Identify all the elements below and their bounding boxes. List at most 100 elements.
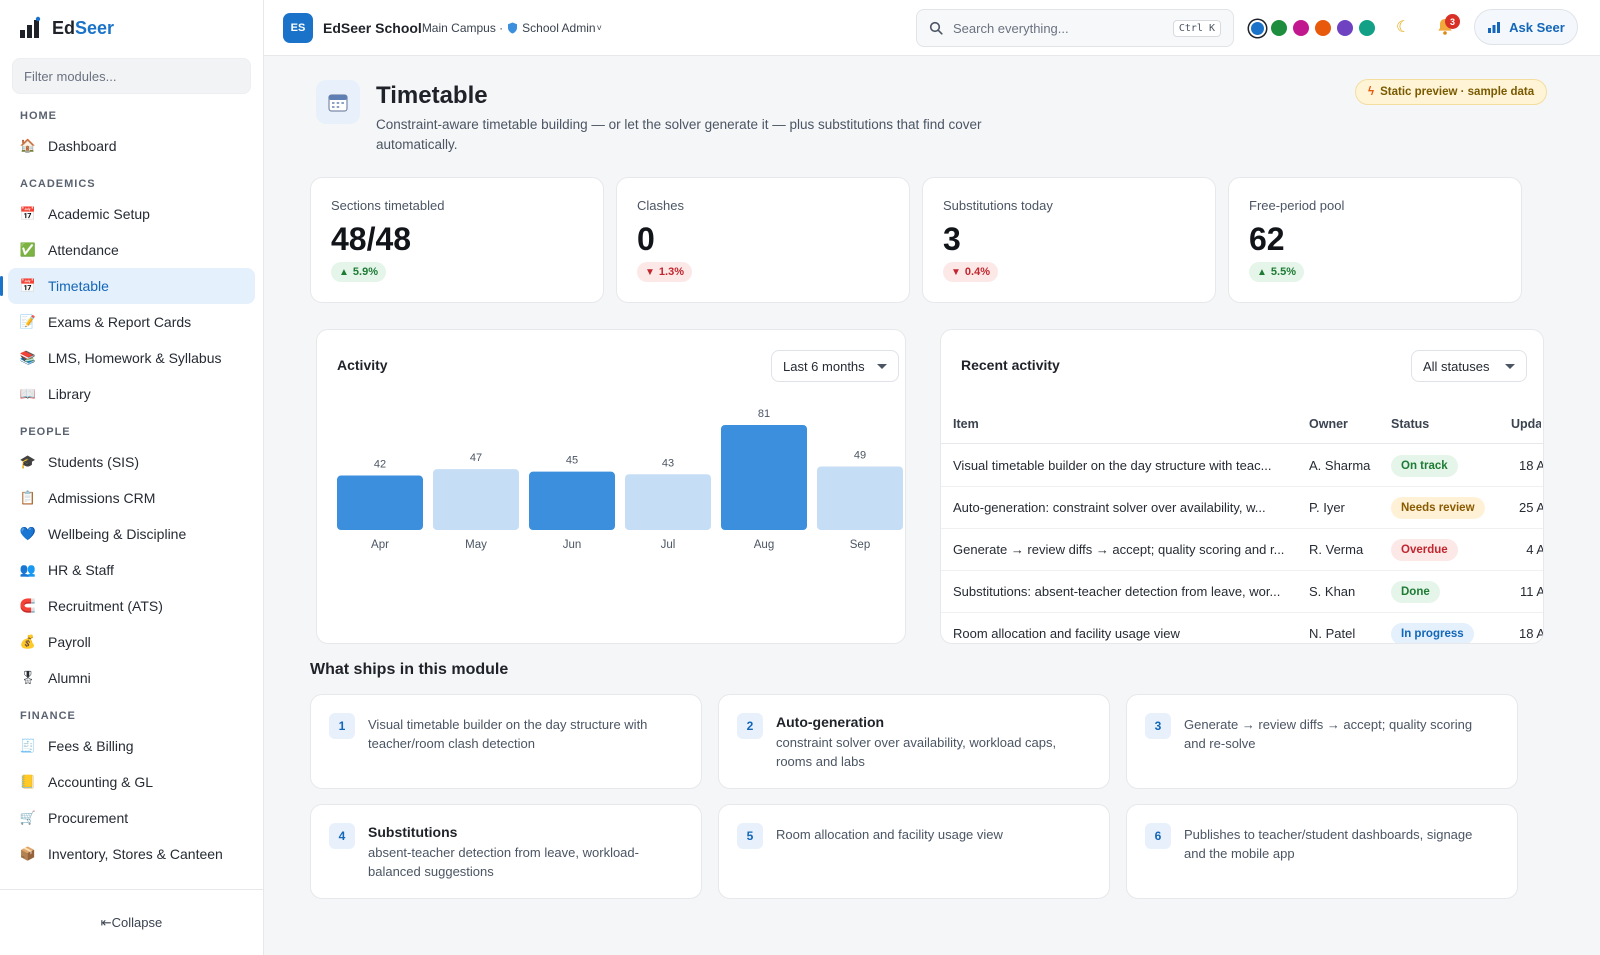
sidebar-item-academic-setup[interactable]: 📅 Academic Setup (8, 196, 255, 232)
sidebar-item-students-sis[interactable]: 🎓 Students (SIS) (8, 444, 255, 480)
theme-swatch[interactable] (1271, 20, 1287, 36)
spark-icon (1488, 22, 1501, 33)
row-owner: A. Sharma (1309, 458, 1371, 473)
table-row[interactable]: Room allocation and facility usage view N… (941, 613, 1543, 643)
sidebar-item-accounting-gl[interactable]: 📒 Accounting & GL (8, 764, 255, 800)
sidebar-item-label: Library (48, 386, 91, 402)
sidebar-item-recruitment-ats[interactable]: 🧲 Recruitment (ATS) (8, 588, 255, 624)
bar-value-label: 45 (566, 455, 578, 467)
bar-jul[interactable] (625, 474, 711, 530)
sidebar-item-hr-staff[interactable]: 👥 HR & Staff (8, 552, 255, 588)
school-meta[interactable]: Main Campus · School Admin ˅ (422, 21, 602, 35)
sidebar-item-label: Wellbeing & Discipline (48, 526, 187, 542)
feature-number: 6 (1145, 823, 1171, 849)
row-item: Generate → review diffs → accept; qualit… (953, 542, 1285, 557)
col-item[interactable]: Item (953, 417, 979, 431)
theme-swatch[interactable] (1337, 20, 1353, 36)
search-icon (929, 21, 943, 35)
sidebar-item-inventory-stores-canteen[interactable]: 📦 Inventory, Stores & Canteen (8, 836, 255, 872)
sidebar-item-lms-homework-syllabus[interactable]: 📚 LMS, Homework & Syllabus (8, 340, 255, 376)
dark-mode-icon[interactable]: ☾ (1396, 19, 1411, 36)
static-preview-label: Static preview · sample data (1380, 86, 1535, 98)
status-badge: In progress (1391, 623, 1474, 643)
col-updated[interactable]: Upda (1511, 417, 1541, 431)
table-row[interactable]: Auto-generation: constraint solver over … (941, 487, 1543, 529)
recent-activity-title: Recent activity (961, 357, 1060, 373)
theme-swatch[interactable] (1315, 20, 1331, 36)
arrow-down-icon: ▼ (951, 266, 961, 278)
sidebar-item-label: Attendance (48, 242, 119, 258)
sidebar-item-attendance[interactable]: ✅ Attendance (8, 232, 255, 268)
bar-sep[interactable] (817, 466, 903, 530)
ledger-icon: 📒 (19, 774, 37, 789)
stat-label: Clashes (637, 198, 684, 213)
sidebar-item-exams-report-cards[interactable]: 📝 Exams & Report Cards (8, 304, 255, 340)
bar-value-label: 43 (662, 457, 674, 469)
brand[interactable]: EdSeer (0, 0, 263, 56)
stat-delta-value: 0.4% (964, 266, 990, 278)
theme-swatch[interactable] (1359, 20, 1375, 36)
sidebar-item-dashboard[interactable]: 🏠 Dashboard (8, 128, 255, 164)
theme-swatches (1249, 20, 1375, 36)
calendar-icon: 📅 (19, 206, 37, 221)
filter-modules-input-wrap[interactable] (12, 58, 251, 94)
activity-card: Activity Last 6 months 42 Apr 47 May 45 Jun 43… (316, 329, 906, 644)
activity-range-select[interactable]: Last 6 months (771, 350, 899, 382)
x-tick-label: Jun (563, 539, 582, 551)
bar-apr[interactable] (337, 475, 423, 530)
sidebar-item-admissions-crm[interactable]: 📋 Admissions CRM (8, 480, 255, 516)
col-status[interactable]: Status (1391, 417, 1430, 431)
table-row[interactable]: Visual timetable builder on the day stru… (941, 445, 1543, 487)
feature-number: 4 (329, 823, 355, 849)
sidebar-item-procurement[interactable]: 🛒 Procurement (8, 800, 255, 836)
sidebar-item-timetable[interactable]: 📅 Timetable (0, 268, 255, 304)
status-filter-select[interactable]: All statuses (1411, 350, 1527, 382)
bar-value-label: 47 (470, 452, 482, 464)
activity-range-value: Last 6 months (783, 358, 865, 374)
sidebar-item-wellbeing-discipline[interactable]: 💙 Wellbeing & Discipline (8, 516, 255, 552)
stat-card: Sections timetabled 48/48 ▲ 5.9% (310, 177, 604, 303)
feature-number: 3 (1145, 713, 1171, 739)
stat-delta: ▼ 0.4% (943, 262, 998, 282)
feature-card: 3 Generate → review diffs → accept; quali… (1126, 694, 1518, 789)
topbar: ES EdSeer School Main Campus · School Ad… (264, 0, 1600, 56)
school-avatar[interactable]: ES (283, 12, 313, 43)
sidebar-item-label: Alumni (48, 670, 91, 686)
bar-may[interactable] (433, 469, 519, 530)
sidebar-item-library[interactable]: 📖 Library (8, 376, 255, 412)
graduation-cap-icon: 🎓 (19, 454, 37, 469)
theme-swatch[interactable] (1250, 21, 1264, 35)
sidebar-item-payroll[interactable]: 💰 Payroll (8, 624, 255, 660)
receipt-icon: 🧾 (19, 738, 37, 753)
bar-aug[interactable] (721, 425, 807, 530)
feature-number: 2 (737, 713, 763, 739)
magnet-icon: 🧲 (19, 598, 37, 613)
collapse-button[interactable]: ⇤Collapse (0, 889, 263, 955)
theme-swatch[interactable] (1293, 20, 1309, 36)
memo-icon: 📝 (19, 314, 37, 329)
row-status-cell: On track (1391, 445, 1458, 487)
filter-modules-input[interactable] (24, 68, 239, 84)
bar-jun[interactable] (529, 471, 615, 530)
global-search[interactable]: Search everything... Ctrl K (916, 9, 1234, 47)
table-row[interactable]: Generate → review diffs → accept; qualit… (941, 529, 1543, 571)
feature-card: 6 Publishes to teacher/student dashboards… (1126, 804, 1518, 899)
x-tick-label: May (465, 539, 487, 551)
sidebar-item-label: Timetable (48, 278, 109, 294)
status-filter-value: All statuses (1423, 358, 1490, 374)
ask-seer-button[interactable]: Ask Seer (1474, 9, 1578, 45)
sidebar-item-label: Fees & Billing (48, 738, 134, 754)
sidebar-item-label: Dashboard (48, 138, 117, 154)
feature-description: constraint solver over availability, wor… (776, 735, 1057, 769)
sidebar-item-fees-billing[interactable]: 🧾 Fees & Billing (8, 728, 255, 764)
feature-description: Visual timetable builder on the day stru… (368, 717, 648, 751)
house-icon: 🏠 (19, 138, 37, 153)
sidebar-item-alumni[interactable]: 🎖 Alumni (8, 660, 255, 696)
table-row[interactable]: Substitutions: absent-teacher detection … (941, 571, 1543, 613)
school-name[interactable]: EdSeer School (323, 19, 422, 36)
col-owner[interactable]: Owner (1309, 417, 1348, 431)
stat-delta-value: 5.9% (352, 266, 378, 278)
main-content: Timetable Constraint-aware timetable bui… (264, 56, 1600, 955)
row-owner: S. Khan (1309, 584, 1356, 599)
sidebar-item-label: Payroll (48, 634, 91, 650)
